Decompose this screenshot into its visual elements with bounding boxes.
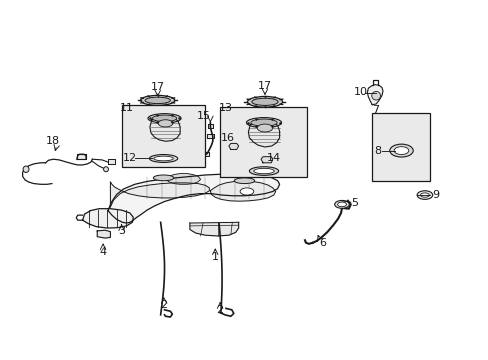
Polygon shape (210, 181, 275, 201)
Ellipse shape (251, 98, 278, 105)
Text: 13: 13 (219, 103, 232, 113)
Text: 5: 5 (350, 198, 358, 208)
Polygon shape (108, 174, 279, 223)
Polygon shape (165, 174, 200, 184)
Ellipse shape (334, 201, 348, 208)
Text: 9: 9 (432, 190, 439, 200)
Ellipse shape (371, 91, 380, 100)
Ellipse shape (416, 191, 432, 199)
Ellipse shape (154, 156, 173, 161)
Text: 7: 7 (372, 105, 379, 116)
Text: 11: 11 (119, 103, 133, 113)
Ellipse shape (153, 175, 173, 181)
Polygon shape (150, 119, 180, 141)
Text: 17: 17 (150, 82, 164, 93)
FancyBboxPatch shape (122, 105, 205, 167)
Ellipse shape (249, 167, 278, 175)
Ellipse shape (149, 154, 177, 162)
Polygon shape (207, 124, 213, 128)
Ellipse shape (145, 97, 170, 104)
Ellipse shape (158, 120, 172, 127)
Text: 12: 12 (122, 153, 137, 163)
Polygon shape (189, 222, 238, 236)
Text: 2: 2 (216, 305, 223, 315)
Ellipse shape (420, 193, 428, 197)
Text: 17: 17 (257, 81, 271, 91)
Ellipse shape (141, 95, 174, 105)
Ellipse shape (389, 144, 412, 157)
Ellipse shape (234, 178, 254, 184)
Ellipse shape (148, 114, 181, 123)
Ellipse shape (240, 188, 253, 195)
Ellipse shape (253, 168, 274, 174)
Polygon shape (108, 159, 115, 164)
Text: 2: 2 (160, 300, 167, 310)
Ellipse shape (250, 119, 277, 126)
Text: 8: 8 (373, 145, 381, 156)
Polygon shape (77, 154, 86, 159)
Text: 6: 6 (318, 238, 325, 248)
Ellipse shape (257, 124, 272, 132)
FancyBboxPatch shape (220, 107, 306, 177)
Text: 15: 15 (196, 111, 210, 121)
Polygon shape (202, 152, 209, 156)
Text: 4: 4 (100, 247, 106, 257)
Polygon shape (206, 134, 214, 138)
Text: 16: 16 (220, 133, 234, 143)
Ellipse shape (23, 166, 29, 172)
FancyBboxPatch shape (371, 113, 429, 181)
Text: 3: 3 (118, 226, 125, 236)
Ellipse shape (337, 202, 346, 207)
Polygon shape (248, 123, 279, 147)
Polygon shape (261, 157, 272, 163)
Text: 10: 10 (353, 87, 367, 98)
Ellipse shape (103, 167, 108, 172)
Ellipse shape (393, 147, 408, 154)
Polygon shape (97, 230, 110, 238)
Text: 1: 1 (211, 252, 218, 262)
Polygon shape (110, 182, 209, 207)
Text: 14: 14 (266, 153, 280, 163)
Text: 18: 18 (46, 136, 61, 146)
Polygon shape (228, 143, 238, 149)
Polygon shape (366, 85, 382, 105)
Ellipse shape (247, 96, 282, 107)
Ellipse shape (246, 118, 281, 128)
Ellipse shape (152, 115, 176, 122)
Polygon shape (82, 209, 133, 228)
